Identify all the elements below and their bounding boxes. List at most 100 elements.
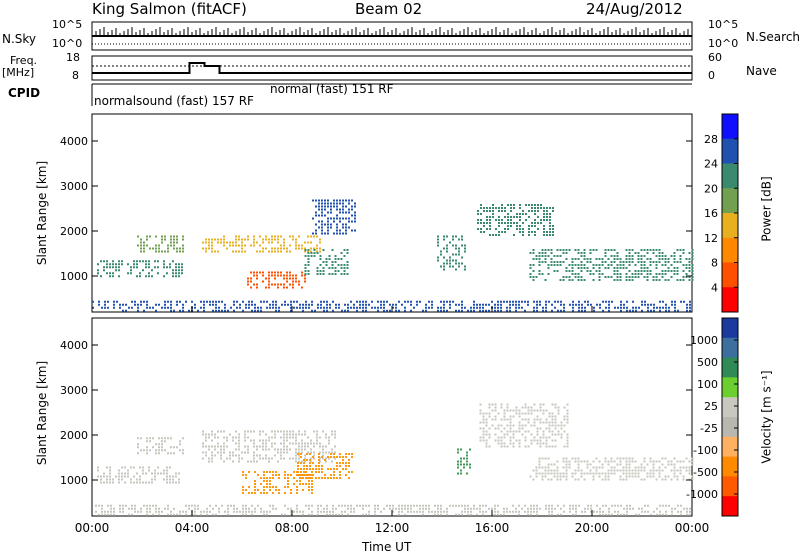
power-data-cell: [340, 258, 343, 260]
velocity-data-cell: [628, 460, 631, 463]
power-data-cell: [109, 266, 111, 269]
power-data-cell: [437, 244, 439, 247]
velocity-data-cell: [557, 430, 560, 433]
power-data-cell: [131, 306, 133, 309]
power-data-cell: [356, 300, 358, 303]
velocity-data-cell: [566, 415, 569, 418]
velocity-data-cell: [613, 469, 616, 472]
velocity-data-cell: [277, 430, 279, 433]
power-data-cell: [340, 273, 343, 275]
power-data-cell: [215, 303, 217, 306]
velocity-data-cell: [104, 510, 106, 513]
velocity-data-cell: [335, 513, 337, 516]
power-data-cell: [280, 244, 282, 247]
power-data-cell: [619, 276, 622, 278]
power-data-cell: [241, 250, 243, 253]
power-data-cell: [137, 235, 139, 238]
velocity-data-cell: [333, 468, 335, 470]
power-data-cell: [292, 235, 294, 238]
velocity-data-cell: [503, 513, 505, 516]
velocity-data-cell: [530, 507, 532, 510]
power-data-cell: [540, 207, 542, 209]
velocity-data-cell: [595, 457, 598, 460]
velocity-data-cell: [631, 469, 634, 472]
power-data-cell: [170, 309, 172, 312]
power-data-cell: [607, 267, 610, 269]
velocity-data-cell: [306, 459, 308, 461]
power-data-cell: [170, 235, 172, 238]
velocity-data-cell: [347, 507, 349, 510]
velocity-data-cell: [322, 445, 324, 448]
velocity-data-cell: [101, 504, 103, 507]
power-data-cell: [223, 235, 225, 238]
power-data-cell: [473, 303, 475, 306]
velocity-data-cell: [269, 480, 271, 482]
velocity-data-cell: [374, 507, 376, 510]
power-data-cell: [327, 223, 329, 226]
power-data-cell: [590, 303, 592, 306]
velocity-data-cell: [548, 510, 550, 513]
velocity-data-cell: [101, 507, 103, 510]
velocity-data-cell: [295, 448, 297, 451]
power-data-cell: [212, 309, 214, 312]
velocity-data-cell: [330, 468, 332, 470]
power-data-cell: [181, 266, 183, 269]
power-data-cell: [342, 232, 344, 235]
power-data-cell: [519, 216, 521, 218]
velocity-data-cell: [309, 477, 311, 479]
velocity-data-cell: [509, 439, 512, 442]
velocity-data-cell: [440, 510, 442, 513]
velocity-data-cell: [607, 460, 610, 463]
velocity-data-cell: [398, 504, 400, 507]
velocity-data-cell: [401, 510, 403, 513]
power-data-cell: [217, 238, 219, 241]
power-data-cell: [278, 309, 280, 312]
velocity-data-cell: [488, 415, 491, 418]
power-data-cell: [604, 261, 607, 263]
power-data-cell: [494, 306, 496, 309]
power-data-cell: [164, 303, 166, 306]
velocity-data-cell: [266, 486, 268, 488]
power-data-cell: [227, 309, 229, 312]
power-data-cell: [667, 270, 670, 272]
velocity-data-cell: [482, 504, 484, 507]
power-data-cell: [586, 258, 589, 260]
power-data-cell: [640, 270, 643, 272]
velocity-data-cell: [551, 433, 554, 436]
velocity-data-cell: [268, 457, 270, 460]
power-data-cell: [179, 250, 181, 253]
power-data-cell: [136, 266, 138, 269]
power-data-cell: [489, 234, 491, 236]
power-data-cell: [641, 303, 643, 306]
velocity-data-cell: [256, 454, 258, 457]
power-data-cell: [437, 241, 439, 244]
velocity-data-cell: [368, 513, 370, 516]
velocity-data-cell: [286, 439, 288, 442]
velocity-data-cell: [671, 510, 673, 513]
power-data-cell: [157, 266, 159, 269]
velocity-data-cell: [494, 427, 497, 430]
velocity-data-cell: [512, 442, 515, 445]
power-data-cell: [534, 222, 536, 224]
power-data-cell: [205, 247, 207, 250]
velocity-data-cell: [446, 513, 448, 516]
power-data-cell: [301, 244, 303, 247]
velocity-data-cell: [208, 433, 210, 436]
power-data-cell: [307, 258, 310, 260]
velocity-data-cell: [611, 513, 613, 516]
velocity-data-cell: [251, 492, 253, 494]
velocity-data-cell: [559, 475, 562, 478]
power-data-cell: [625, 273, 628, 275]
velocity-data-cell: [272, 504, 274, 507]
velocity-data-cell: [392, 504, 394, 507]
velocity-data-cell: [167, 437, 169, 440]
velocity-data-cell: [97, 475, 99, 478]
power-data-cell: [476, 303, 478, 306]
velocity-data-cell: [133, 475, 135, 478]
velocity-data-cell: [460, 457, 462, 460]
power-data-cell: [256, 277, 258, 280]
velocity-data-cell: [308, 507, 310, 510]
power-data-cell: [510, 222, 512, 224]
velocity-data-cell: [500, 439, 503, 442]
velocity-data-cell: [469, 466, 471, 469]
